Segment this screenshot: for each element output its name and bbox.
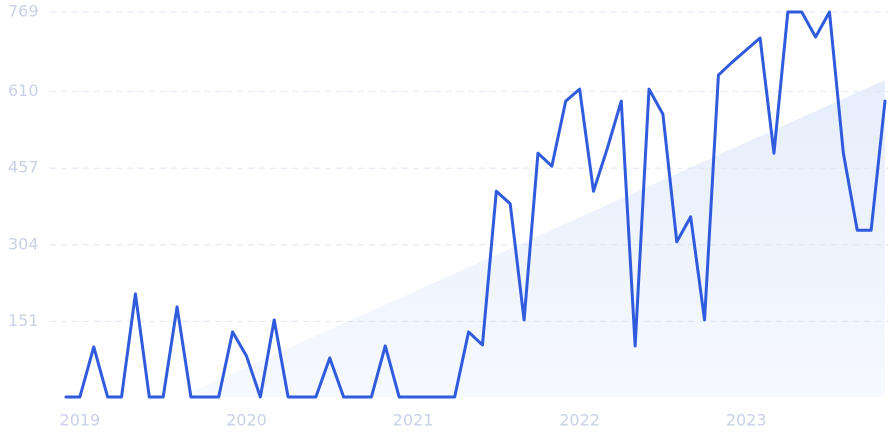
trend-area	[180, 80, 885, 397]
x-tick-label: 2020	[226, 411, 267, 430]
x-tick-label: 2022	[559, 411, 600, 430]
x-tick-label: 2021	[393, 411, 434, 430]
x-tick-label: 2019	[60, 411, 101, 430]
y-tick-label: 304	[8, 234, 39, 253]
y-tick-label: 151	[8, 311, 39, 330]
y-tick-label: 610	[8, 81, 39, 100]
x-tick-label: 2023	[726, 411, 767, 430]
y-tick-label: 769	[8, 2, 39, 21]
line	[64, 10, 887, 399]
y-tick-label: 457	[8, 158, 39, 177]
